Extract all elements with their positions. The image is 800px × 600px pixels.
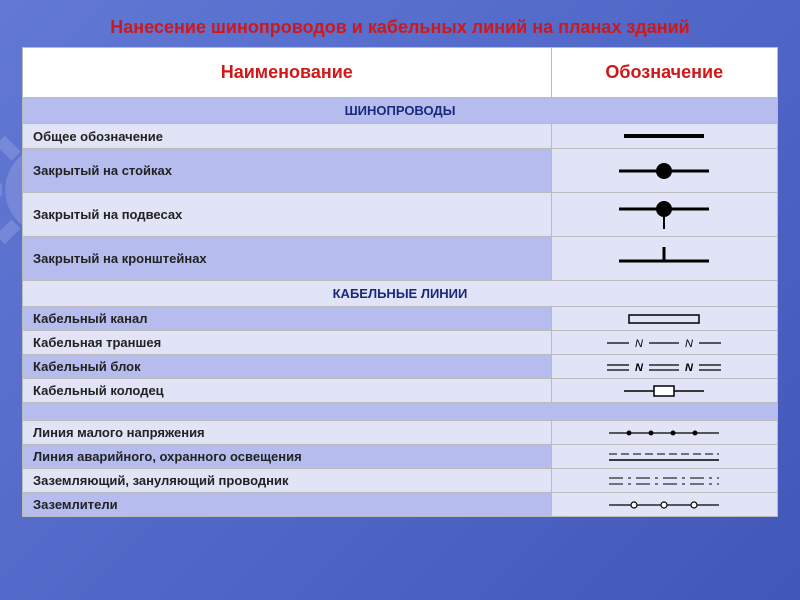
- section-bus: ШИНОПРОВОДЫ: [23, 98, 778, 124]
- row-label: Кабельный канал: [23, 307, 552, 331]
- header-symbol: Обозначение: [551, 48, 778, 98]
- row-label: Общее обозначение: [23, 124, 552, 149]
- symbol-trench: N N: [551, 331, 778, 355]
- spacer: [23, 403, 778, 421]
- row-label: Линия малого напряжения: [23, 421, 552, 445]
- row-label: Заземлители: [23, 493, 552, 517]
- row-label: Кабельный колодец: [23, 379, 552, 403]
- symbol-well: [551, 379, 778, 403]
- symbol-stands: [551, 149, 778, 193]
- symbol-emergency: [551, 445, 778, 469]
- symbol-brackets: [551, 237, 778, 281]
- symbol-general: [551, 124, 778, 149]
- row-label: Заземляющий, зануляющий проводник: [23, 469, 552, 493]
- svg-text:N: N: [685, 338, 693, 350]
- row-label: Закрытый на подвесах: [23, 193, 552, 237]
- row-label: Закрытый на стойках: [23, 149, 552, 193]
- svg-text:N: N: [685, 362, 694, 374]
- section-cable: КАБЕЛЬНЫЕ ЛИНИИ: [23, 281, 778, 307]
- symbol-block: N N: [551, 355, 778, 379]
- header-name: Наименование: [23, 48, 552, 98]
- symbol-channel: [551, 307, 778, 331]
- symbol-hangers: [551, 193, 778, 237]
- legend-table: Наименование Обозначение ШИНОПРОВОДЫ Общ…: [22, 47, 778, 517]
- svg-text:N: N: [635, 338, 643, 350]
- row-label: Линия аварийного, охранного освещения: [23, 445, 552, 469]
- symbol-lowvoltage: [551, 421, 778, 445]
- page-title: Нанесение шинопроводов и кабельных линий…: [0, 0, 800, 47]
- row-label: Кабельный блок: [23, 355, 552, 379]
- symbol-earthers: [551, 493, 778, 517]
- row-label: Кабельная траншея: [23, 331, 552, 355]
- symbol-ground: [551, 469, 778, 493]
- row-label: Закрытый на кронштейнах: [23, 237, 552, 281]
- svg-text:N: N: [635, 362, 644, 374]
